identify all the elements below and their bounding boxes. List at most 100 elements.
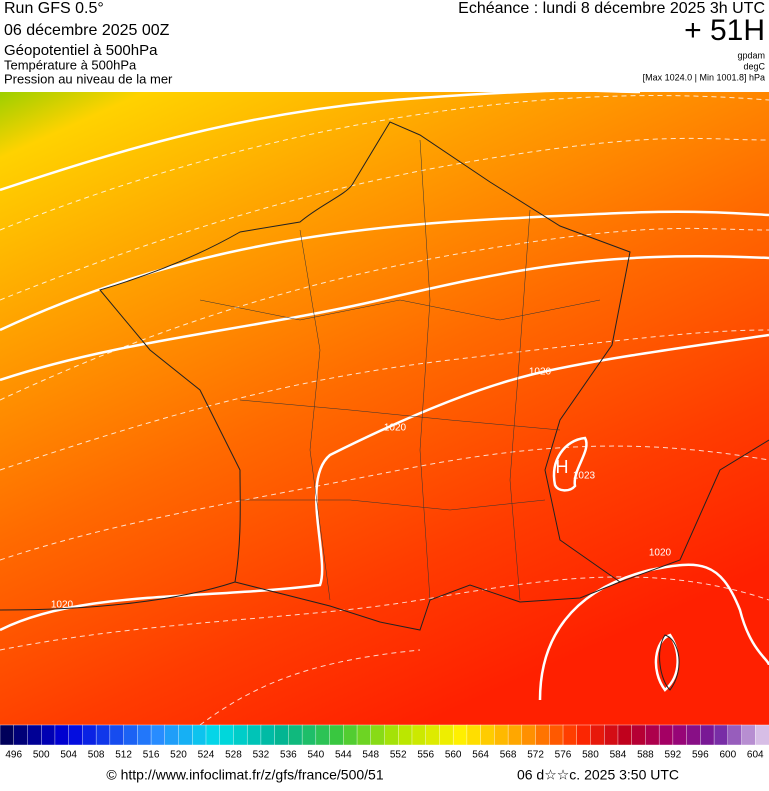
colorbar-cell bbox=[562, 724, 578, 746]
colorbar-cell bbox=[727, 724, 743, 746]
colorbar-cell bbox=[645, 724, 660, 746]
colorbar-cell bbox=[480, 724, 495, 746]
colorbar-cell bbox=[274, 724, 289, 746]
colorbar: 496 500 504 508 512 516 520 524 528 532 536 540 544 5… bbox=[0, 724, 769, 761]
colorbar-label: 496 bbox=[5, 750, 22, 761]
footer-url: © http://www.infoclimat.fr/z/gfs/france/… bbox=[106, 767, 383, 783]
colorbar-label: 524 bbox=[198, 750, 215, 761]
colorbar-cell bbox=[658, 724, 674, 746]
isobar-label: 1020 bbox=[51, 600, 74, 611]
colorbar-cell bbox=[288, 724, 303, 746]
colorbar-label: 508 bbox=[88, 750, 105, 761]
colorbar-cell bbox=[95, 724, 111, 746]
colorbar-label: 504 bbox=[60, 750, 77, 761]
colorbar-cell bbox=[13, 724, 28, 746]
colorbar-cell bbox=[631, 724, 646, 746]
colorbar-cell bbox=[123, 724, 138, 746]
colorbar-cell bbox=[507, 724, 523, 746]
colorbar-cell bbox=[741, 724, 756, 746]
colorbar-label: 536 bbox=[280, 750, 297, 761]
colorbar-cell bbox=[233, 724, 248, 746]
colorbar-cell bbox=[68, 724, 83, 746]
high-pressure-value: 1023 bbox=[573, 471, 596, 482]
colorbar-cell bbox=[301, 724, 317, 746]
colorbar-cell bbox=[604, 724, 619, 746]
run-date: 06 décembre 2025 00Z bbox=[4, 22, 170, 39]
colorbar-cell bbox=[0, 724, 15, 746]
colorbar-cell bbox=[686, 724, 701, 746]
colorbar-label: 600 bbox=[719, 750, 736, 761]
colorbar-label: 596 bbox=[692, 750, 709, 761]
colorbar-cell bbox=[452, 724, 468, 746]
colorbar-cell bbox=[535, 724, 550, 746]
isobar-label: 1020 bbox=[384, 423, 407, 434]
colorbar-label: 568 bbox=[500, 750, 517, 761]
colorbar-cell bbox=[27, 724, 42, 746]
unit-gpdam: gpdam bbox=[737, 50, 765, 60]
colorbar-label: 532 bbox=[253, 750, 270, 761]
colorbar-cell bbox=[411, 724, 427, 746]
colorbar-label: 552 bbox=[390, 750, 407, 761]
footer-time: 06 d☆☆c. 2025 3:50 UTC bbox=[517, 767, 679, 783]
colorbar-label: 516 bbox=[143, 750, 160, 761]
colorbar-label: 520 bbox=[170, 750, 187, 761]
colorbar-label: 544 bbox=[335, 750, 352, 761]
colorbar-cell bbox=[494, 724, 509, 746]
colorbar-label: 560 bbox=[445, 750, 462, 761]
colorbar-cell bbox=[356, 724, 372, 746]
colorbar-cell bbox=[82, 724, 97, 746]
colorbar-cell bbox=[466, 724, 482, 746]
colorbar-cell bbox=[398, 724, 413, 746]
colorbar-cell bbox=[549, 724, 564, 746]
pressure-range: [Max 1024.0 | Min 1001.8] hPa bbox=[643, 72, 765, 82]
high-pressure-symbol: H bbox=[556, 457, 569, 477]
colorbar-cell bbox=[617, 724, 633, 746]
colorbar-label: 592 bbox=[665, 750, 682, 761]
colorbar-cell bbox=[40, 724, 56, 746]
colorbar-cell bbox=[713, 724, 729, 746]
colorbar-cell bbox=[439, 724, 454, 746]
colorbar-cell bbox=[521, 724, 537, 746]
colorbar-cell bbox=[425, 724, 440, 746]
field-3: Pression au niveau de la mer bbox=[4, 71, 173, 86]
colorbar-cell bbox=[329, 724, 344, 746]
map: 1020 1020 1020 1020 H 1023 bbox=[0, 89, 769, 726]
temperature-isotherms bbox=[0, 95, 769, 726]
colorbar-label: 604 bbox=[747, 750, 764, 761]
temperature-field bbox=[0, 92, 769, 725]
colorbar-cell bbox=[246, 724, 262, 746]
colorbar-label: 564 bbox=[472, 750, 489, 761]
forecast-time: Echéance : lundi 8 décembre 2025 3h UTC bbox=[458, 0, 765, 17]
isobar-label: 1020 bbox=[529, 367, 552, 378]
run-title: Run GFS 0.5° bbox=[4, 0, 104, 17]
colorbar-label: 540 bbox=[307, 750, 324, 761]
colorbar-cell bbox=[178, 724, 193, 746]
colorbar-cell bbox=[54, 724, 70, 746]
colorbar-label: 556 bbox=[417, 750, 434, 761]
colorbar-cell bbox=[700, 724, 715, 746]
colorbar-cell bbox=[590, 724, 605, 746]
colorbar-label: 572 bbox=[527, 750, 544, 761]
colorbar-cell bbox=[384, 724, 399, 746]
isobar-label: 1020 bbox=[649, 548, 672, 559]
colorbar-cell bbox=[219, 724, 234, 746]
field-1: Géopotentiel à 500hPa bbox=[4, 42, 158, 59]
colorbar-label: 584 bbox=[610, 750, 627, 761]
coastlines bbox=[0, 121, 769, 691]
colorbar-cell bbox=[370, 724, 385, 746]
colorbar-label: 500 bbox=[33, 750, 50, 761]
colorbar-label: 580 bbox=[582, 750, 599, 761]
colorbar-cell bbox=[343, 724, 358, 746]
colorbar-cell bbox=[260, 724, 276, 746]
colorbar-cell bbox=[672, 724, 688, 746]
department-borders bbox=[199, 139, 601, 601]
colorbar-cell bbox=[150, 724, 166, 746]
lead-time: + 51H bbox=[684, 14, 765, 47]
colorbar-cell bbox=[109, 724, 125, 746]
colorbar-cell bbox=[192, 724, 207, 746]
colorbar-cell bbox=[755, 724, 769, 746]
colorbar-cell bbox=[205, 724, 221, 746]
colorbar-label: 512 bbox=[115, 750, 132, 761]
colorbar-label: 576 bbox=[555, 750, 572, 761]
colorbar-label: 528 bbox=[225, 750, 242, 761]
